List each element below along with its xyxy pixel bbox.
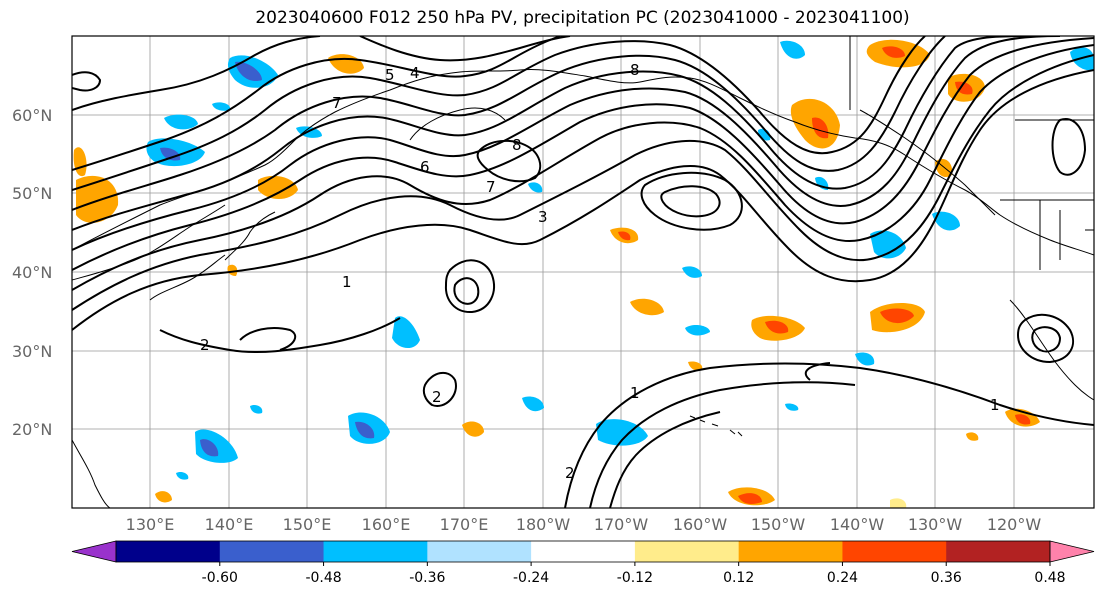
- colorbar-segment: [427, 541, 532, 562]
- contour-label: 7: [486, 178, 496, 196]
- precip-positive-patch: [1015, 414, 1031, 425]
- colorbar-extend-max: [1049, 540, 1095, 563]
- lat-label-40n: 40°N: [12, 263, 52, 282]
- precip-positive-patch: [155, 491, 172, 503]
- precip-positive-patch: [765, 320, 789, 334]
- lon-label: 140°W: [830, 515, 885, 534]
- contour-label: 6: [420, 158, 430, 176]
- precip-positive-patch: [76, 175, 119, 223]
- precip-negative-patch: [682, 266, 702, 278]
- precip-negative-patch: [932, 211, 960, 231]
- colorbar-segment: [323, 541, 428, 562]
- precip-positive-patch: [462, 421, 484, 437]
- figure-title: 2023040600 F012 250 hPa PV, precipitatio…: [255, 8, 910, 28]
- colorbar-extend-min: [71, 540, 117, 563]
- precip-negative-patch: [392, 316, 420, 349]
- contour-label: 7: [332, 94, 342, 112]
- precip-positive-patch: [738, 493, 762, 504]
- map-plot-area: 1 1 1 2 2 2 3 4 5 6 7 7 8 8: [72, 36, 1094, 508]
- contour-label: 8: [630, 61, 640, 79]
- lon-label: 170°E: [440, 515, 489, 534]
- lon-label: 150°E: [283, 515, 332, 534]
- colorbar-segment: [738, 541, 843, 562]
- lon-label: 120°W: [987, 515, 1042, 534]
- precip-negative-patch: [355, 421, 375, 439]
- precip-positive-patch: [882, 46, 905, 58]
- precip-negative-patch: [164, 114, 198, 130]
- colorbar-segment: [842, 541, 947, 562]
- contour-label: 3: [538, 208, 548, 226]
- precip-positive-patch: [258, 175, 298, 199]
- lon-label: 170°W: [594, 515, 649, 534]
- lon-label: 130°E: [126, 515, 175, 534]
- contour-label: 8: [512, 136, 522, 154]
- lat-label-60n: 60°N: [12, 106, 52, 125]
- precip-negative-patch: [685, 325, 710, 336]
- colorbar-tick-label: 0.24: [827, 570, 858, 586]
- colorbar-segment: [634, 541, 740, 562]
- colorbar-segment: [946, 541, 1051, 562]
- colorbar-tick-label: 0.12: [723, 570, 754, 586]
- precip-positive-patch: [227, 264, 238, 276]
- precip-negative-patch: [780, 40, 805, 59]
- colorbar-tick-label: -0.12: [617, 570, 653, 586]
- precip-positive-patch: [688, 361, 703, 371]
- colorbar-tick-label: -0.36: [409, 570, 445, 586]
- precip-negative-patch: [250, 404, 263, 414]
- lat-label-20n: 20°N: [12, 420, 52, 439]
- latitude-labels: 60°N 50°N 40°N 30°N 20°N: [12, 106, 52, 439]
- lon-label: 130°W: [908, 515, 963, 534]
- lon-label: 160°W: [673, 515, 728, 534]
- precip-negative-patch: [212, 102, 231, 111]
- precip-negative-patch: [528, 182, 543, 193]
- lat-label-30n: 30°N: [12, 342, 52, 361]
- longitude-labels: 130°E 140°E 150°E 160°E 170°E 180°W 170°…: [126, 515, 1042, 534]
- lon-label: 140°E: [205, 515, 254, 534]
- lon-label: 160°E: [362, 515, 411, 534]
- colorbar-tick-label: 0.48: [1034, 570, 1065, 586]
- contour-labels: 1 1 1 2 2 2 3 4 5 6 7 7 8 8: [200, 61, 1000, 482]
- colorbar-tick-label: -0.24: [513, 570, 549, 586]
- precip-positive-patch: [880, 308, 914, 324]
- colorbar-tick-label: -0.48: [305, 570, 341, 586]
- precip-negative-patch: [870, 230, 906, 259]
- precip-positive-patch: [955, 81, 973, 95]
- colorbar: -0.60 -0.48 -0.36 -0.24 -0.12 0.12 0.24 0.36 0.4…: [71, 540, 1095, 586]
- precip-negative-patch: [522, 396, 544, 412]
- pv-contours: [72, 36, 1094, 508]
- precip-negative-patch: [596, 419, 648, 446]
- precip-positive-patch: [618, 231, 631, 241]
- precip-negative-patch: [855, 352, 875, 366]
- precip-negative-patch: [195, 429, 238, 463]
- contour-label: 2: [432, 388, 442, 406]
- colorbar-tick-label: -0.60: [202, 570, 238, 586]
- coastlines: [72, 36, 1094, 508]
- gridlines: [72, 36, 1094, 508]
- contour-label: 2: [565, 464, 575, 482]
- precip-positive-patch: [630, 298, 664, 316]
- lat-label-50n: 50°N: [12, 184, 52, 203]
- colorbar-segment: [116, 541, 221, 562]
- contour-label: 1: [630, 384, 640, 402]
- precip-negative-patch: [200, 439, 219, 457]
- contour-label: 2: [200, 336, 210, 354]
- precip-positive-patch: [966, 432, 979, 441]
- colorbar-segment: [219, 541, 325, 562]
- contour-label: 5: [385, 66, 395, 84]
- precip-negative-patch: [176, 471, 189, 480]
- lon-label: 180°W: [516, 515, 571, 534]
- contour-label: 4: [410, 64, 420, 82]
- precip-positive-patch: [890, 498, 907, 508]
- contour-label: 1: [342, 273, 352, 291]
- colorbar-border: [115, 540, 1051, 563]
- precip-negative-patch: [785, 403, 799, 411]
- contour-label: 1: [990, 396, 1000, 414]
- lon-label: 150°W: [751, 515, 806, 534]
- colorbar-tick-label: 0.36: [931, 570, 962, 586]
- colorbar-segment: [531, 541, 636, 562]
- map-border: [71, 35, 1095, 509]
- precip-positive-patch: [812, 117, 829, 139]
- precip-negative-patch: [235, 61, 262, 82]
